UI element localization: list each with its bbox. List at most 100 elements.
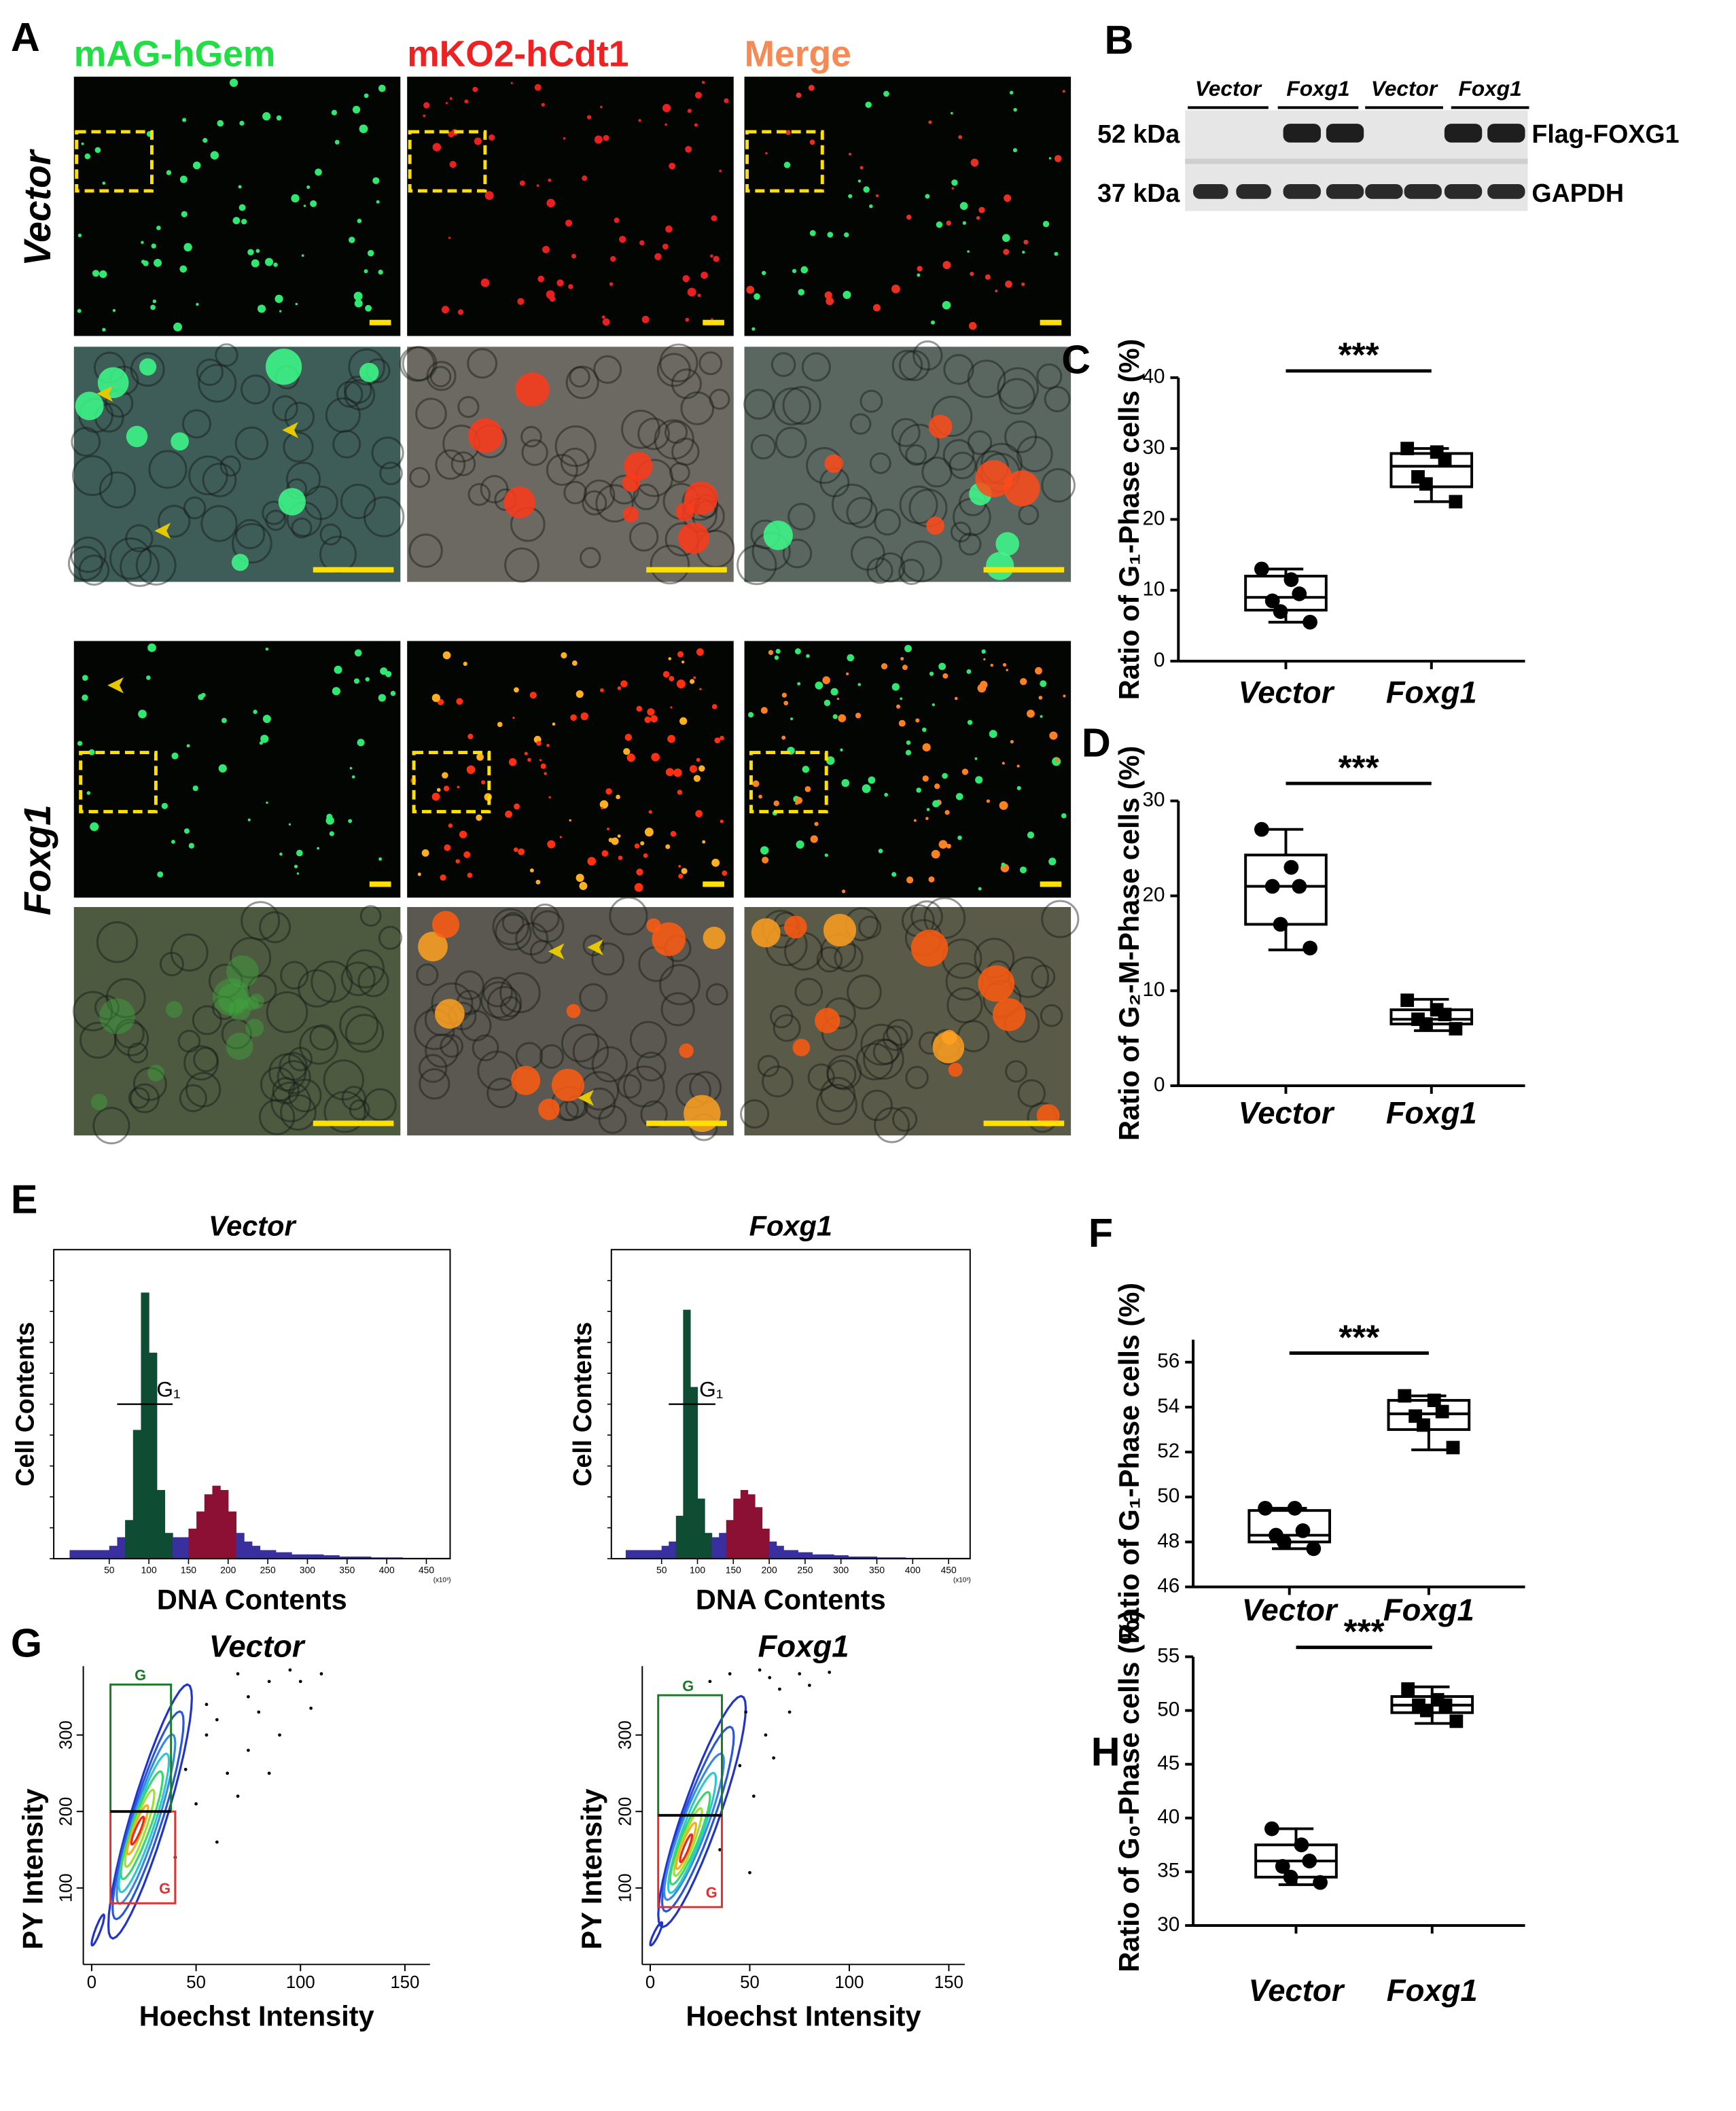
cell-outline	[265, 510, 287, 531]
x-tick-label: 100	[286, 1973, 315, 1992]
arrowhead	[548, 943, 565, 960]
fluorescent-dot	[832, 714, 838, 720]
cell-outline	[899, 485, 938, 525]
cell-outline	[72, 455, 113, 496]
data-point	[1258, 1500, 1273, 1516]
cell-outline	[332, 429, 361, 459]
fluorescent-cell	[418, 932, 448, 962]
fluorescent-cell	[823, 914, 857, 947]
protein-label: GAPDH	[1531, 179, 1624, 207]
y-axis-title: Cell Contents	[568, 1322, 597, 1487]
cell-outline	[860, 389, 883, 413]
zoom-box	[749, 751, 828, 814]
fluorescent-dot	[667, 734, 675, 743]
histogram-bar	[804, 1552, 813, 1559]
histogram-bar	[164, 1533, 173, 1559]
contour	[673, 1807, 703, 1877]
significance-label: ***	[1339, 747, 1379, 787]
histogram-bar	[719, 1533, 727, 1559]
micrograph	[73, 641, 401, 898]
image-background	[407, 641, 734, 898]
cell-outline	[284, 402, 315, 432]
cell-outline	[359, 905, 382, 927]
fluorescent-dot	[696, 758, 701, 762]
cell-outline	[467, 348, 497, 379]
cell-outline	[299, 1025, 339, 1065]
fluorescent-dot	[954, 696, 958, 700]
fluorescent-dot	[891, 872, 897, 877]
cell-outline	[1041, 900, 1080, 938]
fluorescent-dot	[146, 675, 151, 680]
fluorescent-dot	[364, 269, 368, 274]
fluorescent-dot	[862, 784, 871, 794]
cell-outline	[892, 1106, 918, 1132]
fluorescent-dot	[634, 883, 643, 892]
fluorescent-dot	[906, 876, 914, 884]
fluorescent-dot	[279, 310, 282, 313]
data-point	[1446, 1440, 1460, 1455]
zoom-box	[408, 130, 487, 193]
contour	[90, 1913, 105, 1947]
cell-outline	[132, 1067, 167, 1101]
fluorescent-dot	[951, 111, 953, 115]
fluorescent-dot	[332, 687, 340, 696]
cell-outline	[219, 455, 241, 477]
fluorescent-dot	[535, 879, 541, 885]
fluorescent-dot	[601, 806, 603, 810]
fluorescent-dot	[352, 105, 361, 114]
fluorescent-cell	[231, 554, 249, 571]
fluorescent-dot	[697, 294, 701, 298]
cell-outline	[344, 1014, 385, 1053]
contour	[130, 1815, 145, 1846]
y-tick-label: 100	[616, 1873, 635, 1902]
fluorescent-dot	[157, 871, 164, 878]
fluorescent-dot	[464, 99, 469, 104]
fluorescent-dot	[166, 170, 172, 175]
band	[1326, 184, 1364, 199]
y-tick-label: 100	[57, 1873, 76, 1902]
fluorescent-dot	[822, 676, 830, 684]
zoom-box	[412, 751, 491, 814]
fluorescent-dot	[711, 704, 718, 709]
fluorescent-dot	[218, 764, 227, 773]
fluorescent-cell	[99, 998, 135, 1035]
cell-outline	[99, 471, 137, 509]
data-point	[1438, 1698, 1453, 1712]
x-tick-label: 100	[690, 1565, 705, 1576]
cell-outline	[336, 380, 364, 408]
cell-outline	[241, 374, 271, 405]
cell-outline	[472, 1034, 499, 1062]
fluorescent-dot	[826, 756, 835, 765]
fluorescent-dot	[1002, 762, 1005, 765]
fluorescent-dot	[695, 810, 703, 817]
cell-outline	[770, 1005, 794, 1029]
fluorescent-cell	[783, 915, 807, 939]
micrograph	[73, 76, 401, 336]
cell-outline	[71, 427, 101, 457]
cell-outline	[268, 1053, 307, 1092]
cell-outline	[921, 457, 953, 488]
fluorescent-dot	[602, 318, 610, 326]
histogram-bar	[156, 1490, 166, 1559]
fluorescent-dot	[623, 747, 631, 756]
cell-outline	[283, 431, 314, 463]
y-tick-label: 0	[1154, 649, 1165, 671]
y-tick-label: 30	[1157, 1913, 1180, 1936]
event-dot	[728, 1672, 732, 1675]
fluorescent-dot	[682, 274, 690, 283]
contour	[660, 1725, 735, 1913]
x-tick-label: 0	[645, 1973, 655, 1992]
data-point	[1254, 821, 1269, 837]
fluorescent-dot	[556, 279, 564, 287]
cell-outline	[200, 505, 238, 542]
data-point	[1417, 1418, 1430, 1432]
chart-title: Foxg1	[758, 1629, 849, 1664]
lane-label: Foxg1	[1286, 76, 1349, 101]
fluorescent-dot	[665, 768, 674, 777]
fluorescent-dot	[610, 255, 616, 262]
y-tick-label: 20	[1143, 507, 1165, 529]
fluorescent-dot	[442, 772, 448, 779]
cell-outline	[629, 1021, 667, 1059]
cell-outline	[860, 1023, 903, 1066]
cell-outline	[900, 540, 942, 583]
